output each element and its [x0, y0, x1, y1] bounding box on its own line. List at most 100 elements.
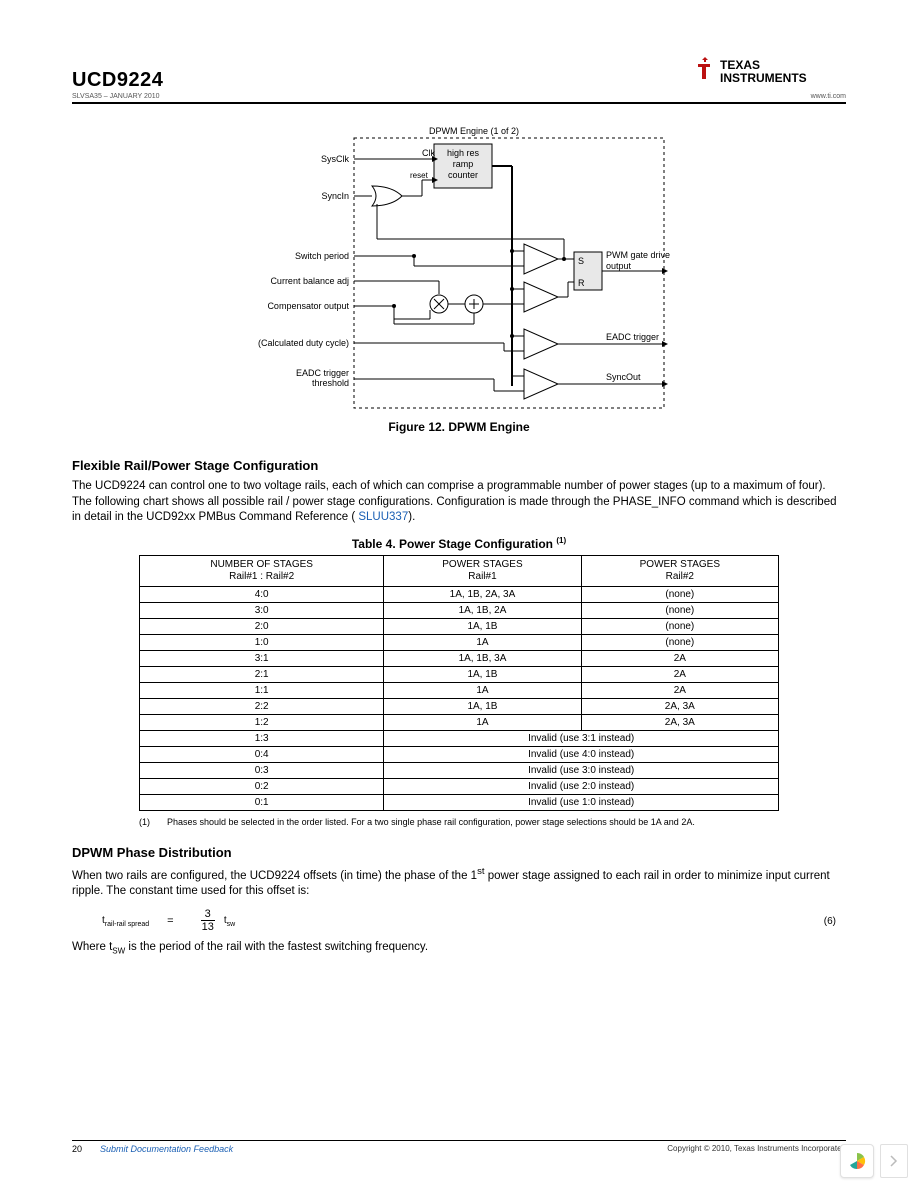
nav-logo-icon[interactable] — [840, 1144, 874, 1178]
section2-para2: Where tSW is the period of the rail with… — [72, 940, 846, 957]
svg-text:PWM gate drive: PWM gate drive — [606, 250, 670, 260]
junction-icon — [510, 249, 514, 253]
table-cell: Invalid (use 3:0 instead) — [384, 762, 779, 778]
junction-icon — [510, 287, 514, 291]
ti-logo-icon: TEXAS INSTRUMENTS — [696, 56, 846, 91]
footnote-marker: (1) — [139, 817, 157, 827]
table-row: 0:4Invalid (use 4:0 instead) — [140, 746, 779, 762]
table-cell: Invalid (use 3:1 instead) — [384, 730, 779, 746]
table-cell: 2A, 3A — [581, 698, 778, 714]
arrow-icon — [662, 381, 668, 387]
table-cell: 1A, 1B, 2A — [384, 602, 581, 618]
th3-l1: POWER STAGES — [640, 559, 720, 570]
logo-text-1: TEXAS — [720, 58, 760, 72]
sr-r: R — [578, 278, 585, 288]
table-cell: Invalid (use 2:0 instead) — [384, 778, 779, 794]
header-right: TEXAS INSTRUMENTS www.ti.com — [696, 56, 846, 100]
table-cell: (none) — [581, 602, 778, 618]
table-cell: 2A — [581, 682, 778, 698]
power-stage-table: NUMBER OF STAGES Rail#1 : Rail#2 POWER S… — [139, 555, 779, 811]
nav-next-button[interactable] — [880, 1144, 908, 1178]
figure-caption: Figure 12. DPWM Engine — [244, 420, 674, 434]
table-row: 3:11A, 1B, 3A2A — [140, 650, 779, 666]
th2-l2: Rail#1 — [468, 571, 496, 582]
table-cell: Invalid (use 4:0 instead) — [384, 746, 779, 762]
th-col1: NUMBER OF STAGES Rail#1 : Rail#2 — [140, 555, 384, 586]
sluu337-link[interactable]: SLUU337 — [358, 511, 408, 523]
table-caption-sup: (1) — [556, 536, 566, 545]
equation-6: trail-rail spread = 3 13 tsw (6) — [102, 909, 846, 933]
table-cell: 1A — [384, 634, 581, 650]
table-cell: 0:2 — [140, 778, 384, 794]
eq-fraction: 3 13 — [198, 909, 218, 933]
table-cell: (none) — [581, 634, 778, 650]
table-row: 1:3Invalid (use 3:1 instead) — [140, 730, 779, 746]
table-cell: 0:4 — [140, 746, 384, 762]
ti-url: www.ti.com — [696, 93, 846, 100]
diagram-title: DPWM Engine (1 of 2) — [429, 126, 519, 136]
eq-number: (6) — [824, 916, 846, 927]
label-sysclk: SysClk — [321, 154, 350, 164]
junction-icon — [510, 334, 514, 338]
section1-para-pre: The UCD9224 can control one to two volta… — [72, 480, 837, 523]
feedback-link[interactable]: Submit Documentation Feedback — [100, 1144, 233, 1154]
arrow-icon — [662, 268, 668, 274]
table-cell: 1A, 1B — [384, 666, 581, 682]
header-left: UCD9224 SLVSA35 – JANUARY 2010 — [72, 69, 163, 100]
table-footnote: (1) Phases should be selected in the ord… — [139, 817, 779, 827]
table-cell: 4:0 — [140, 586, 384, 602]
table-cell: 2A — [581, 650, 778, 666]
th2-l1: POWER STAGES — [442, 559, 522, 570]
table-cell: 0:3 — [140, 762, 384, 778]
table-cell: 1A — [384, 714, 581, 730]
comparator-icon — [524, 329, 558, 359]
table-caption: Table 4. Power Stage Configuration (1) — [72, 536, 846, 551]
label-syncout: SyncOut — [606, 372, 641, 382]
th1-l2: Rail#1 : Rail#2 — [229, 571, 294, 582]
part-number: UCD9224 — [72, 69, 163, 92]
table-cell: 3:0 — [140, 602, 384, 618]
table-cell: 1:1 — [140, 682, 384, 698]
label-syncin: SyncIn — [321, 191, 349, 201]
chevron-right-icon — [890, 1155, 898, 1167]
th3-l2: Rail#2 — [666, 571, 694, 582]
th1-l1: NUMBER OF STAGES — [210, 559, 313, 570]
table-cell: 0:1 — [140, 794, 384, 810]
s2p2-post: is the period of the rail with the faste… — [125, 941, 428, 953]
label-eadc-trigger: EADC trigger — [606, 332, 659, 342]
footnote-text: Phases should be selected in the order l… — [167, 817, 695, 827]
svg-text:EADC trigger: EADC trigger — [296, 368, 349, 378]
label-pwm-output: PWM gate drive output — [606, 250, 670, 271]
eq-num: 3 — [201, 909, 215, 921]
junction-icon — [562, 257, 566, 261]
arrow-icon — [662, 341, 668, 347]
table-cell: (none) — [581, 618, 778, 634]
table-cell: 1A, 1B — [384, 618, 581, 634]
block-line-3: counter — [448, 170, 478, 180]
junction-icon — [392, 304, 396, 308]
table-caption-text: Table 4. Power Stage Configuration — [352, 537, 553, 551]
table-row: 2:11A, 1B2A — [140, 666, 779, 682]
page-header: UCD9224 SLVSA35 – JANUARY 2010 TEXAS INS… — [72, 56, 846, 104]
label-compensator: Compensator output — [267, 301, 349, 311]
label-current-balance: Current balance adj — [270, 276, 349, 286]
table-cell: 1A, 1B, 3A — [384, 650, 581, 666]
clk-label: Clk — [422, 148, 435, 158]
table-cell: 2:1 — [140, 666, 384, 682]
s2p1-pre: When two rails are configured, the UCD92… — [72, 869, 477, 881]
table-row: 0:2Invalid (use 2:0 instead) — [140, 778, 779, 794]
th-col2: POWER STAGES Rail#1 — [384, 555, 581, 586]
table-row: 1:11A2A — [140, 682, 779, 698]
comparator-icon — [524, 244, 558, 274]
eq-lhs-sub: rail-rail spread — [105, 921, 149, 928]
s2p1-sup: st — [477, 866, 484, 877]
block-line-2: ramp — [453, 159, 474, 169]
svg-text:threshold: threshold — [312, 378, 349, 388]
eq-rhs-sub: sw — [227, 921, 236, 928]
page-number: 20 — [72, 1144, 82, 1154]
table-cell: 3:1 — [140, 650, 384, 666]
table-cell: Invalid (use 1:0 instead) — [384, 794, 779, 810]
label-switch-period: Switch period — [295, 251, 349, 261]
table-cell: 1:2 — [140, 714, 384, 730]
svg-text:output: output — [606, 261, 632, 271]
